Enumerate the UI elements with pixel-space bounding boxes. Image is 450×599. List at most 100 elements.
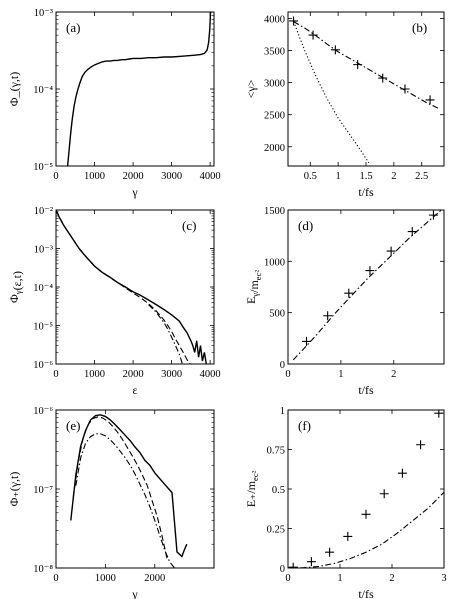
panel-1: 0 1000 2000 3000 4000 10⁻⁵ 10⁻⁴ 10⁻³ (a) γ Φ_(γ,t) — [7, 8, 221, 199]
y-tick-label: 10⁻⁶ — [33, 406, 53, 417]
series-line-dashdot — [288, 491, 444, 568]
plus-marker — [365, 266, 375, 276]
plus-marker — [397, 468, 407, 478]
plus-marker — [407, 227, 417, 237]
x-tick-label: 3000 — [161, 171, 182, 182]
x-tick-label: 4000 — [200, 369, 221, 380]
panel-6: 0 1 2 3 0 0.25 0.5 0.75 1 (f) t/fs E₊/mec² — [244, 406, 447, 599]
plus-marker — [378, 73, 388, 83]
panel-5: 0 1000 2000 10⁻⁸ 10⁻⁷ 10⁻⁶ (e) γ Φ₊(γ,t) — [7, 406, 215, 599]
plus-marker — [400, 84, 410, 94]
plus-marker — [416, 440, 426, 450]
y-tick-label: 10⁻⁴ — [33, 283, 53, 294]
series-line-dashdot — [292, 210, 442, 361]
x-axis-label: γ — [131, 587, 138, 599]
series-line-solid — [70, 414, 188, 558]
x-tick-label: 1000 — [84, 369, 105, 380]
x-tick-label: 1000 — [84, 171, 105, 182]
y-tick-label: 1500 — [264, 206, 285, 217]
x-tick-label: 2 — [389, 573, 394, 584]
series-line-dashed — [72, 416, 168, 560]
y-tick-label: 10⁻⁴ — [33, 85, 53, 96]
plus-marker — [289, 16, 299, 26]
plot-frame — [55, 409, 215, 569]
plus-marker — [386, 246, 396, 256]
y-tick-label: 10⁻⁶ — [33, 360, 53, 371]
x-tick-label: 1 — [338, 369, 343, 380]
series-line-solid — [66, 12, 212, 166]
plus-marker — [425, 95, 435, 105]
y-tick-label: 0 — [280, 360, 285, 371]
x-tick-label: 2000 — [123, 171, 144, 182]
y-tick-label: 1000 — [264, 257, 285, 268]
panel-label: (a) — [66, 20, 80, 35]
x-tick-label: 3000 — [161, 369, 182, 380]
plus-marker — [308, 30, 318, 40]
y-tick-label: 3500 — [264, 47, 285, 58]
plus-marker — [353, 60, 363, 70]
panel-label: (b) — [412, 20, 427, 35]
plus-marker — [306, 557, 316, 567]
plus-marker — [428, 210, 438, 220]
panel-label: (d) — [298, 218, 313, 233]
y-tick-label: 10⁻⁷ — [33, 485, 53, 496]
plus-marker — [361, 509, 371, 519]
series-line-dashdot — [148, 304, 183, 364]
y-axis-label: Φγ(ε,t) — [7, 271, 24, 303]
series-line-solid — [56, 210, 207, 364]
y-tick-label: 0.75 — [267, 446, 285, 457]
plus-marker — [323, 311, 333, 321]
y-axis-label: <γ> — [244, 79, 258, 98]
x-axis-label: t/fs — [358, 587, 374, 599]
y-tick-label: 4000 — [264, 14, 285, 25]
y-tick-label: 10⁻³ — [34, 245, 53, 256]
panel-label: (c) — [182, 218, 196, 233]
y-axis-label: Φ_(γ,t) — [7, 72, 21, 106]
y-tick-label: 500 — [269, 309, 285, 320]
plus-marker — [343, 531, 353, 541]
y-tick-label: 10⁻² — [34, 206, 53, 217]
series-line-dashdot — [293, 21, 439, 109]
panel-2: 0.5 1 1.5 2 2.5 2000 2500 3000 3500 4000 (b) t/fs <γ… — [244, 11, 445, 199]
plus-marker — [330, 45, 340, 55]
y-tick-label: 2000 — [264, 143, 285, 154]
plot-frame — [55, 11, 215, 167]
series-line-dashed — [56, 210, 191, 364]
x-tick-label: 2000 — [123, 369, 144, 380]
plus-marker — [325, 547, 335, 557]
x-tick-label: 1000 — [95, 573, 116, 584]
y-tick-label: 10⁻⁸ — [33, 564, 53, 575]
y-tick-label: 10⁻⁵ — [33, 162, 53, 173]
x-tick-label: 4000 — [200, 171, 221, 182]
panel-3: 0 1000 2000 3000 4000 10⁻⁶ 10⁻⁵ 10⁻⁴ 10⁻³ 10⁻² (c)… — [7, 206, 221, 397]
y-axis-label: E₊/mec² — [244, 470, 260, 507]
y-tick-label: 0.25 — [267, 525, 285, 536]
plus-marker — [379, 489, 389, 499]
x-tick-label: 2 — [391, 369, 396, 380]
x-tick-label: 0 — [53, 171, 58, 182]
plus-marker — [288, 562, 298, 568]
panel-label: (e) — [66, 418, 80, 433]
x-tick-label: 1 — [336, 171, 341, 182]
y-tick-label: 2500 — [264, 111, 285, 122]
x-tick-label: 1.5 — [359, 171, 372, 182]
plus-marker — [344, 288, 354, 298]
plot-frame — [287, 209, 445, 365]
series-line-dashdot — [75, 433, 175, 568]
x-axis-label: t/fs — [358, 185, 374, 199]
plus-marker — [434, 410, 444, 418]
x-tick-label: 0 — [285, 369, 290, 380]
y-axis-label: Eγ/mec² — [244, 270, 263, 304]
x-axis-label: t/fs — [358, 383, 374, 397]
plot-frame — [287, 409, 445, 569]
y-tick-label: 10⁻⁵ — [33, 322, 53, 333]
x-tick-label: 0 — [53, 369, 58, 380]
x-tick-label: 1 — [337, 573, 342, 584]
y-tick-label: 1 — [280, 406, 285, 417]
x-tick-label: 3 — [441, 573, 446, 584]
y-tick-label: 0 — [280, 564, 285, 575]
x-tick-label: 2.5 — [415, 171, 428, 182]
y-axis-label: Φ₊(γ,t) — [7, 472, 21, 507]
x-tick-label: 0 — [285, 573, 290, 584]
x-tick-label: 0 — [53, 573, 58, 584]
